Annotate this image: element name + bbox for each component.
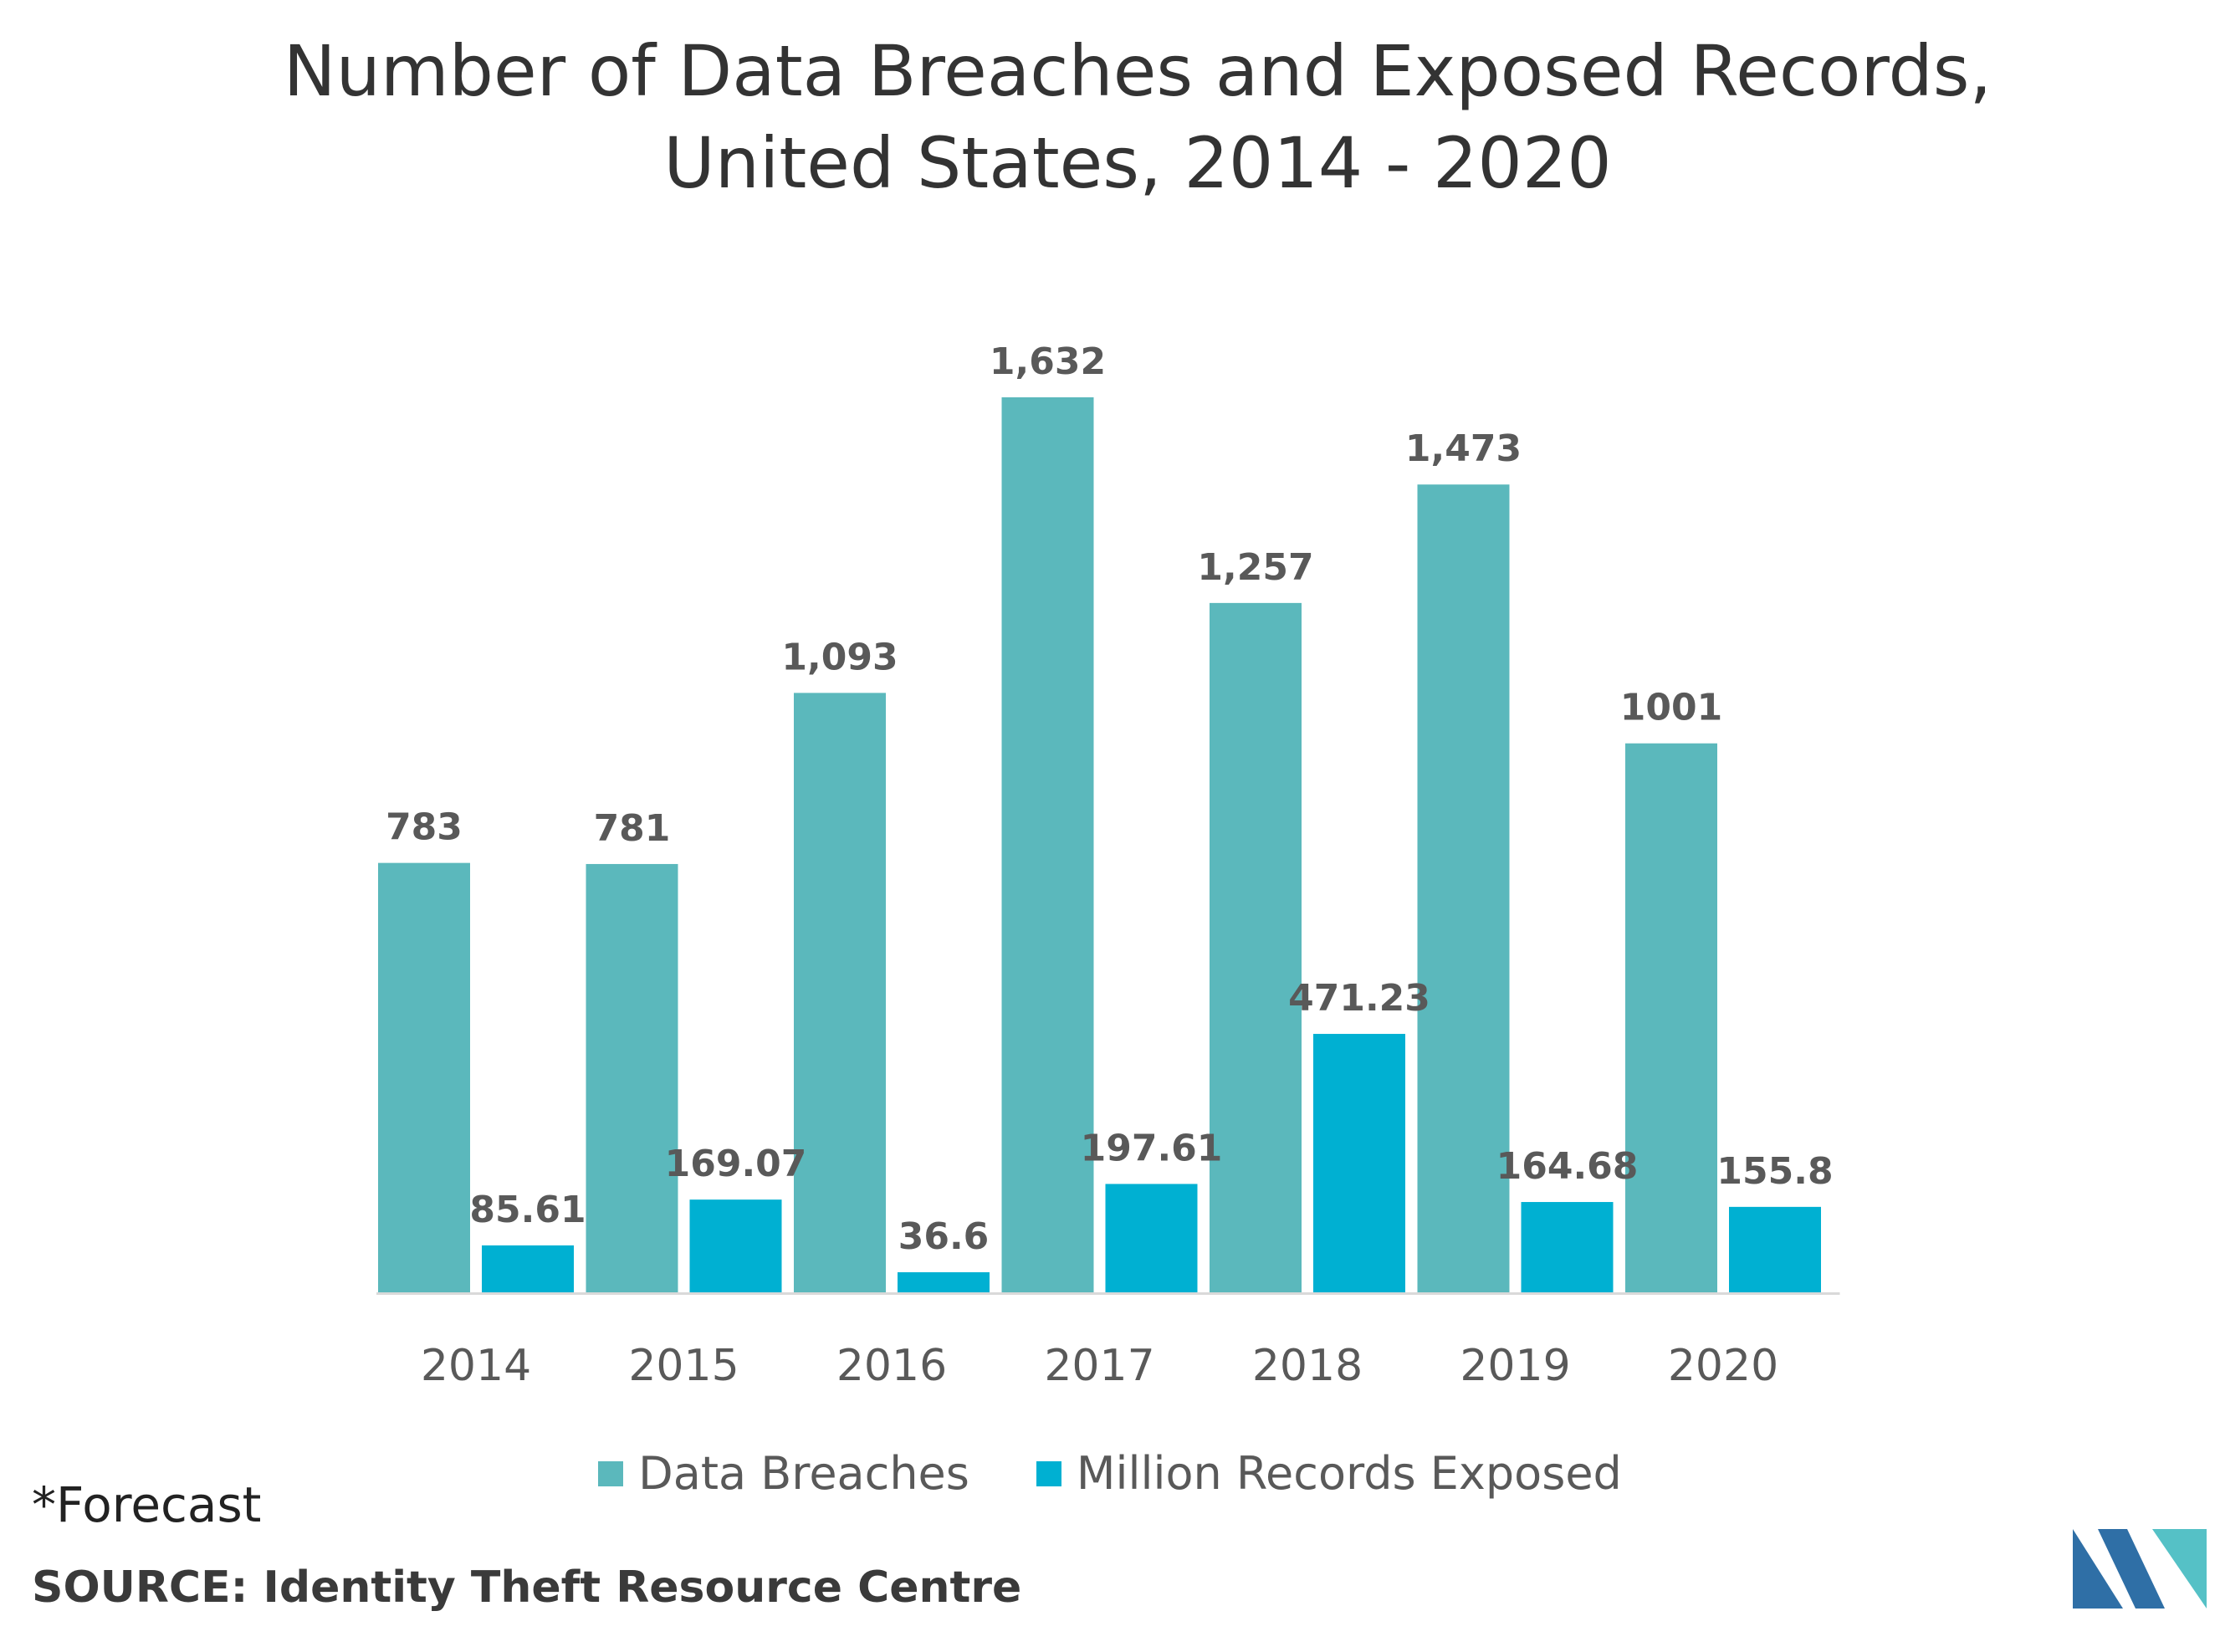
x-tick-label-2014: 2014 [421,1341,531,1391]
legend-swatch-data-breaches [598,1460,624,1486]
x-tick-label-2017: 2017 [1044,1341,1154,1391]
data-label-data-breaches-2018: 1,257 [1197,546,1313,589]
x-tick-label-2015: 2015 [628,1341,739,1391]
bar-million-records-exposed-2014 [482,1245,574,1292]
legend-item-data-breaches: Data Breaches [598,1447,969,1500]
data-label-data-breaches-2015: 781 [594,807,671,850]
bar-million-records-exposed-2016 [898,1272,990,1292]
bar-chart: 783 85.61 781 169.07 1,093 36.6 1,632 197.61 1,2… [376,340,1840,1391]
source-text: SOURCE: Identity Theft Resource Centre [32,1562,1022,1613]
logo-middle-shape [2098,1529,2165,1609]
x-tick-label-2019: 2019 [1460,1341,1570,1391]
legend-swatch-million-records-exposed [1036,1460,1061,1486]
bar-data-breaches-2015 [586,863,678,1292]
data-label-million-records-exposed-2018: 471.23 [1288,977,1430,1020]
data-label-million-records-exposed-2017: 197.61 [1081,1127,1223,1169]
bar-million-records-exposed-2017 [1105,1184,1198,1292]
bar-million-records-exposed-2018 [1313,1034,1405,1292]
legend: Data Breaches Million Records Exposed [0,1447,2220,1500]
logo-right-shape [2152,1529,2207,1609]
logo-left-shape [2073,1529,2123,1609]
data-label-million-records-exposed-2019: 164.68 [1496,1145,1639,1188]
legend-item-million-records-exposed: Million Records Exposed [1036,1447,1622,1500]
bar-million-records-exposed-2015 [689,1199,782,1292]
data-label-data-breaches-2016: 1,093 [781,636,898,678]
bar-data-breaches-2019 [1417,484,1510,1292]
data-label-data-breaches-2017: 1,632 [990,340,1106,383]
data-label-data-breaches-2020: 1001 [1620,687,1722,729]
legend-label-data-breaches: Data Breaches [638,1447,969,1500]
legend-label-million-records-exposed: Million Records Exposed [1076,1447,1622,1500]
bar-million-records-exposed-2019 [1521,1202,1614,1292]
data-label-data-breaches-2019: 1,473 [1405,427,1522,470]
x-tick-label-2020: 2020 [1668,1341,1778,1391]
forecast-note: *Forecast [32,1476,262,1533]
data-label-data-breaches-2014: 783 [386,806,463,849]
bar-data-breaches-2016 [794,693,886,1292]
bar-data-breaches-2017 [1001,397,1094,1292]
x-tick-label-2016: 2016 [836,1341,947,1391]
bar-data-breaches-2014 [378,862,470,1292]
chart-title: Number of Data Breaches and Exposed Reco… [283,30,1992,204]
x-tick-label-2018: 2018 [1252,1341,1363,1391]
data-label-million-records-exposed-2015: 169.07 [665,1143,807,1185]
bar-data-breaches-2018 [1210,602,1302,1292]
data-label-million-records-exposed-2014: 85.61 [469,1189,586,1231]
data-label-million-records-exposed-2016: 36.6 [898,1215,990,1258]
bar-data-breaches-2020 [1625,743,1717,1292]
brand-logo [2073,1529,2207,1609]
data-label-million-records-exposed-2020: 155.8 [1716,1150,1833,1193]
bar-million-records-exposed-2020 [1729,1206,1821,1292]
